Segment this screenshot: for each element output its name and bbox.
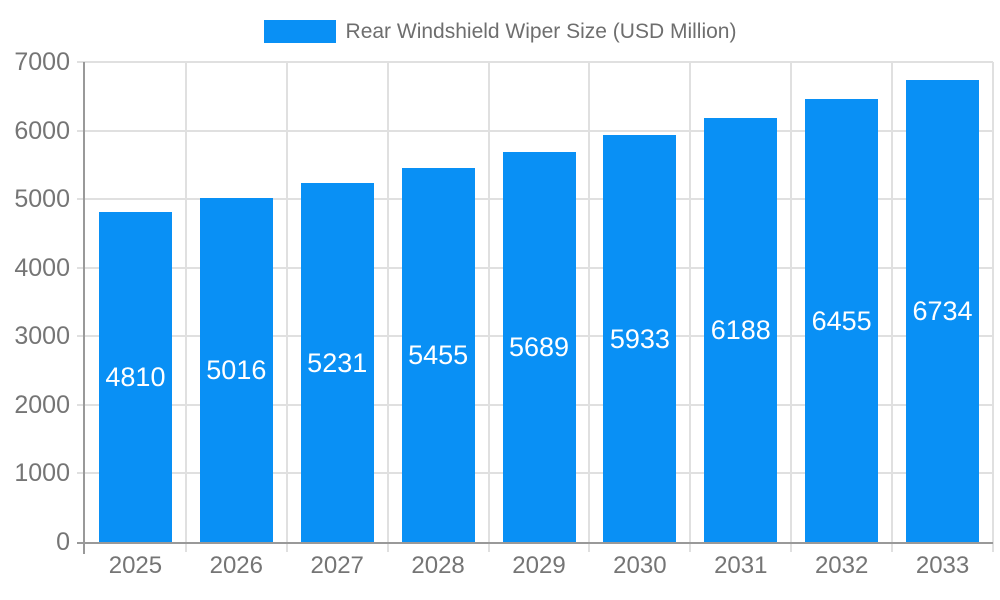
bar-value-label: 6455 <box>811 305 872 336</box>
x-axis-tick <box>689 542 692 552</box>
y-axis-tick-label: 5000 <box>14 185 70 214</box>
gridline-horizontal <box>85 61 993 63</box>
bar-value-label: 5689 <box>508 332 570 362</box>
bar-value-label: 6734 <box>912 296 973 326</box>
y-axis-tick <box>77 403 85 406</box>
x-axis-tick <box>487 542 490 552</box>
legend-color-swatch <box>263 20 336 43</box>
bar-2031[interactable]: 6188 <box>704 118 778 542</box>
x-axis-tick <box>184 542 187 552</box>
x-axis-tick <box>790 542 793 552</box>
bar-value-label: 4810 <box>105 362 166 392</box>
x-axis-tick-label: 2032 <box>814 552 869 579</box>
bar-2029[interactable]: 5689 <box>502 152 576 542</box>
plot-area: 0 1000 2000 3000 4000 5000 6000 7000 4810 5016 523… <box>14 48 994 579</box>
x-axis-tick <box>891 542 894 552</box>
legend-label: Rear Windshield Wiper Size (USD Million) <box>345 20 737 43</box>
y-axis-tick-label: 0 <box>56 528 70 556</box>
y-axis-tick <box>77 266 85 269</box>
bar-value-label: 5016 <box>206 355 267 385</box>
legend-item[interactable]: Rear Windshield Wiper Size (USD Million) <box>263 20 737 43</box>
x-axis-tick-label: 2033 <box>915 552 970 579</box>
gridline-vertical <box>487 62 490 542</box>
gridline-vertical <box>891 62 894 542</box>
x-axis-tick-label: 2031 <box>714 552 768 579</box>
bar-value-label: 5231 <box>307 347 368 378</box>
x-axis-tick <box>992 542 994 552</box>
y-axis-tick-label: 7000 <box>14 48 70 76</box>
bar-value-label: 5933 <box>609 323 670 354</box>
x-axis-tick-label: 2029 <box>512 552 566 579</box>
y-axis-tick <box>77 129 85 132</box>
gridline-horizontal <box>85 129 993 132</box>
y-axis-tick <box>77 198 85 201</box>
y-axis-tick <box>77 61 85 63</box>
bar-2033[interactable]: 6734 <box>906 80 980 542</box>
x-axis-tick <box>285 542 288 552</box>
gridline-vertical <box>285 62 288 542</box>
y-axis-tick-label: 4000 <box>14 253 70 282</box>
y-axis-tick-label: 3000 <box>14 322 70 351</box>
bar-2027[interactable]: 5231 <box>300 183 374 542</box>
gridline-vertical <box>588 62 591 542</box>
gridline-vertical <box>689 62 692 542</box>
x-axis-tick-label: 2026 <box>209 552 263 579</box>
y-axis-tick-label: 1000 <box>14 459 70 488</box>
bar-2028[interactable]: 5455 <box>401 168 475 542</box>
bar-value-label: 5455 <box>408 340 469 370</box>
y-axis-line <box>83 62 85 554</box>
x-axis-tick-label: 2030 <box>613 552 667 579</box>
x-axis-tick <box>386 542 389 552</box>
bar-2025[interactable]: 4810 <box>98 212 172 542</box>
y-axis-tick-label: 2000 <box>14 390 70 419</box>
x-axis-tick-label: 2028 <box>411 552 465 579</box>
y-axis-tick <box>77 472 85 475</box>
gridline-vertical <box>386 62 389 542</box>
bar-value-label: 6188 <box>710 315 771 345</box>
bar-2026[interactable]: 5016 <box>199 198 273 542</box>
gridline-vertical <box>790 62 793 542</box>
x-axis-line <box>77 542 993 544</box>
bar-2032[interactable]: 6455 <box>805 99 879 542</box>
gridline-vertical <box>992 62 994 542</box>
legend: Rear Windshield Wiper Size (USD Million) <box>0 20 1000 43</box>
x-axis-tick-label: 2025 <box>108 552 163 579</box>
x-axis-tick <box>588 542 591 552</box>
y-axis-tick <box>77 335 85 338</box>
x-axis-tick-label: 2027 <box>310 552 364 579</box>
gridline-vertical <box>184 62 187 542</box>
bar-2030[interactable]: 5933 <box>603 135 677 542</box>
y-axis-tick-label: 6000 <box>14 116 70 145</box>
